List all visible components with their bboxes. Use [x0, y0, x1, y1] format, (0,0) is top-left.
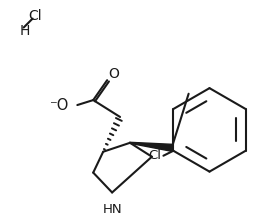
- Text: HN: HN: [102, 203, 122, 217]
- Text: Cl: Cl: [29, 9, 42, 23]
- Text: ⁻O: ⁻O: [49, 97, 68, 113]
- Text: O: O: [108, 67, 119, 81]
- Text: Cl: Cl: [148, 149, 161, 162]
- Polygon shape: [130, 142, 172, 151]
- Text: H: H: [20, 23, 30, 37]
